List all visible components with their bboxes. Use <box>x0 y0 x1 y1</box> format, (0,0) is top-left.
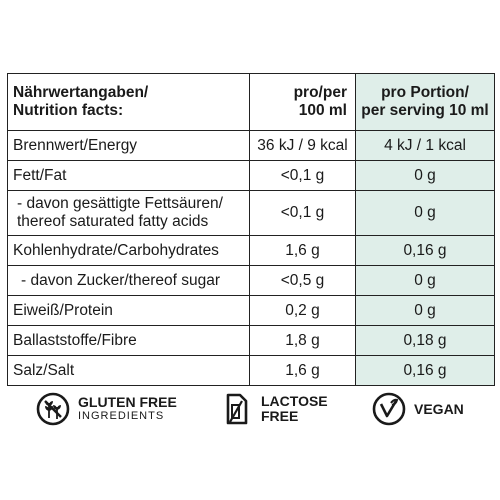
header-line: pro/per <box>293 84 347 101</box>
value-per-serving: 0,18 g <box>355 325 495 356</box>
row-label-line: - davon gesättigte Fettsäuren/ <box>17 195 223 212</box>
table-row: Salz/Salt 1,6 g 0,16 g <box>7 355 495 386</box>
diet-badges: GLUTEN FREE INGREDIENTS LACTOSE FREE VEG… <box>0 392 500 432</box>
gluten-free-label: GLUTEN FREE <box>78 394 177 410</box>
value-per-serving: 0 g <box>355 190 495 236</box>
value-per-serving: 0 g <box>355 265 495 296</box>
table-row: - davon gesättigte Fettsäuren/ thereof s… <box>7 190 495 236</box>
vegan-badge: VEGAN <box>372 392 464 426</box>
header-line: per serving 10 ml <box>361 102 489 119</box>
header-per-100ml: pro/per 100 ml <box>249 73 356 131</box>
value-per-100ml: 1,6 g <box>249 355 356 386</box>
row-label: Salz/Salt <box>7 355 250 386</box>
table-row: Fett/Fat <0,1 g 0 g <box>7 160 495 191</box>
header-line: 100 ml <box>298 102 347 119</box>
header-per-serving: pro Portion/ per serving 10 ml <box>355 73 495 131</box>
row-label: - davon gesättigte Fettsäuren/ thereof s… <box>7 190 250 236</box>
row-label: Eiweiß/Protein <box>7 295 250 326</box>
value-per-100ml: 1,6 g <box>249 235 356 266</box>
table-row: Eiweiß/Protein 0,2 g 0 g <box>7 295 495 326</box>
wheat-icon <box>36 392 70 426</box>
ingredients-label: INGREDIENTS <box>78 410 165 422</box>
value-per-serving: 0 g <box>355 295 495 326</box>
lactose-label: LACTOSE <box>261 393 328 409</box>
vegan-label: VEGAN <box>414 400 464 417</box>
milk-carton-icon <box>226 393 248 425</box>
value-per-serving: 0,16 g <box>355 235 495 266</box>
row-label-line: thereof saturated fatty acids <box>17 213 209 230</box>
header-nutrition-facts: Nährwertangaben/ Nutrition facts: <box>7 73 250 131</box>
header-line: pro Portion/ <box>381 84 469 101</box>
value-per-serving: 4 kJ / 1 kcal <box>355 130 495 161</box>
table-header-row: Nährwertangaben/ Nutrition facts: pro/pe… <box>7 73 495 131</box>
lactose-free-badge: LACTOSE FREE <box>219 392 328 426</box>
row-label: Brennwert/Energy <box>7 130 250 161</box>
table-row: Kohlenhydrate/Carbohydrates 1,6 g 0,16 g <box>7 235 495 266</box>
row-label: Kohlenhydrate/Carbohydrates <box>7 235 250 266</box>
free-label: FREE <box>261 408 299 424</box>
value-per-100ml: 0,2 g <box>249 295 356 326</box>
header-line: Nährwertangaben/ <box>13 84 149 101</box>
table-row: - davon Zucker/thereof sugar <0,5 g 0 g <box>7 265 495 296</box>
value-per-100ml: 1,8 g <box>249 325 356 356</box>
value-per-100ml: <0,1 g <box>249 160 356 191</box>
value-per-serving: 0 g <box>355 160 495 191</box>
value-per-100ml: <0,1 g <box>249 190 356 236</box>
row-label: Fett/Fat <box>7 160 250 191</box>
row-label: - davon Zucker/thereof sugar <box>7 265 250 296</box>
vegan-check-icon <box>372 392 406 426</box>
header-line: Nutrition facts: <box>13 102 124 119</box>
value-per-serving: 0,16 g <box>355 355 495 386</box>
row-label: Ballaststoffe/Fibre <box>7 325 250 356</box>
nutrition-table: Nährwertangaben/ Nutrition facts: pro/pe… <box>7 73 495 386</box>
table-row: Brennwert/Energy 36 kJ / 9 kcal 4 kJ / 1… <box>7 130 495 161</box>
value-per-100ml: 36 kJ / 9 kcal <box>249 130 356 161</box>
value-per-100ml: <0,5 g <box>249 265 356 296</box>
table-row: Ballaststoffe/Fibre 1,8 g 0,18 g <box>7 325 495 356</box>
gluten-free-badge: GLUTEN FREE INGREDIENTS <box>36 392 177 426</box>
